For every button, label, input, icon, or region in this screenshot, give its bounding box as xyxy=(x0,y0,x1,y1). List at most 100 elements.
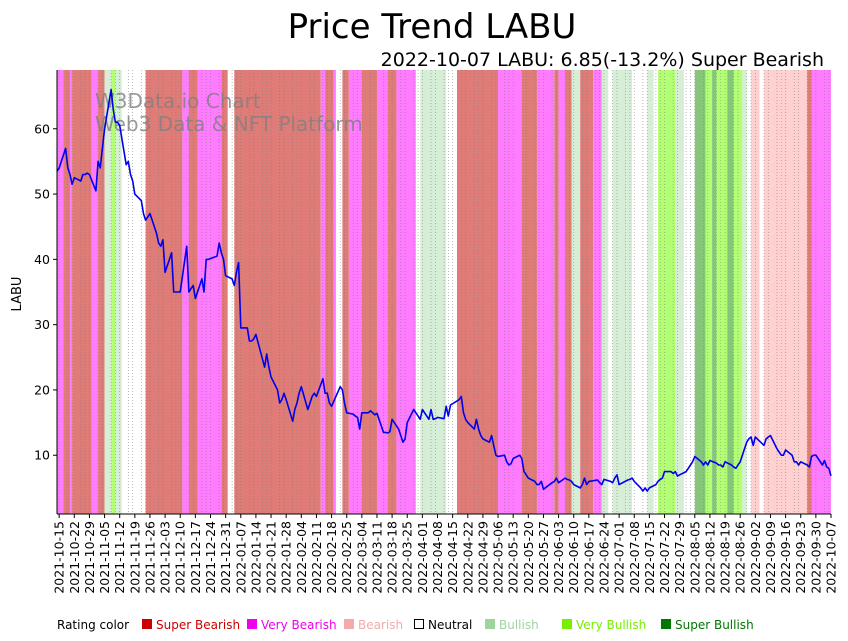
legend-swatch xyxy=(344,619,354,629)
legend-swatch xyxy=(142,619,152,629)
rating-band xyxy=(521,70,537,514)
rating-band xyxy=(694,70,706,514)
x-tick-label: 2021-10-22 xyxy=(67,521,82,594)
legend-label: Very Bullish xyxy=(576,618,646,632)
x-tick-label: 2022-02-04 xyxy=(294,521,309,594)
rating-band xyxy=(565,70,572,514)
rating-band xyxy=(333,70,336,514)
x-tick-label: 2021-10-29 xyxy=(82,521,97,594)
rating-band xyxy=(647,70,654,514)
x-tick-label: 2022-03-11 xyxy=(370,521,385,594)
rating-band xyxy=(536,70,555,514)
x-tick-label: 2022-04-01 xyxy=(415,521,430,594)
chart-title: Price Trend LABU xyxy=(288,7,577,47)
rating-band xyxy=(446,70,453,514)
x-tick-label: 2022-09-16 xyxy=(778,521,793,594)
x-tick-label: 2022-04-29 xyxy=(475,521,490,594)
rating-band xyxy=(72,70,92,514)
x-tick-label: 2022-05-13 xyxy=(506,521,521,594)
x-tick-label: 2021-12-03 xyxy=(158,521,173,594)
x-axis-ticks: 2021-10-15 2021-10-22 2021-10-29 2021-11-05… xyxy=(52,514,839,594)
legend-label: Bullish xyxy=(499,618,539,632)
rating-band xyxy=(420,70,423,514)
y-axis-label: LABU xyxy=(10,277,25,312)
x-tick-label: 2022-09-09 xyxy=(763,521,778,594)
rating-band xyxy=(763,70,782,514)
x-tick-label: 2022-05-20 xyxy=(521,521,536,594)
x-tick-label: 2021-11-05 xyxy=(97,521,112,594)
rating-band xyxy=(632,70,648,514)
rating-band xyxy=(608,70,613,514)
legend-swatch xyxy=(247,619,257,629)
watermark-line-1: W3Data.io Chart xyxy=(95,89,261,113)
x-tick-label: 2022-01-14 xyxy=(248,521,263,594)
watermark: W3Data.io Chart Web3 Data & NFT Platform xyxy=(95,89,363,136)
rating-band xyxy=(422,70,447,514)
chart-subtitle: 2022-10-07 LABU: 6.85(-13.2%) Super Bear… xyxy=(381,49,824,71)
rating-band xyxy=(675,70,684,514)
x-tick-label: 2021-12-17 xyxy=(188,521,203,594)
x-tick-label: 2022-10-07 xyxy=(824,521,839,594)
x-tick-label: 2022-03-04 xyxy=(354,521,369,594)
rating-band xyxy=(104,70,112,514)
x-tick-label: 2022-04-08 xyxy=(430,521,445,594)
price-line xyxy=(56,88,832,492)
x-tick-label: 2021-11-12 xyxy=(112,521,127,594)
rating-band xyxy=(396,70,416,514)
watermark-line-2: Web3 Data & NFT Platform xyxy=(95,112,363,136)
x-tick-label: 2022-02-25 xyxy=(339,521,354,594)
rating-band xyxy=(361,70,377,514)
x-tick-label: 2022-05-27 xyxy=(536,521,551,594)
x-tick-label: 2022-08-12 xyxy=(702,521,717,594)
x-tick-label: 2021-11-26 xyxy=(143,521,158,594)
rating-band xyxy=(807,70,812,514)
rating-band xyxy=(227,70,233,514)
rating-band xyxy=(376,70,388,514)
rating-band xyxy=(111,70,116,514)
rating-legend: Rating color Super Bearish Very Bearish Be… xyxy=(57,618,754,632)
x-tick-label: 2022-04-22 xyxy=(460,521,475,594)
rating-band xyxy=(571,70,581,514)
rating-band xyxy=(91,70,99,514)
x-tick-label: 2021-12-24 xyxy=(203,521,218,594)
rating-band xyxy=(498,70,522,514)
rating-band xyxy=(63,70,70,514)
x-tick-label: 2022-04-15 xyxy=(445,521,460,594)
rating-band xyxy=(688,70,695,514)
x-tick-label: 2021-10-15 xyxy=(52,521,67,594)
rating-band xyxy=(712,70,717,514)
rating-band xyxy=(759,70,764,514)
x-tick-label: 2021-12-10 xyxy=(173,521,188,594)
x-tick-label: 2022-06-17 xyxy=(581,521,596,594)
x-tick-label: 2022-01-28 xyxy=(279,521,294,594)
rating-band xyxy=(57,70,64,514)
x-tick-label: 2022-07-29 xyxy=(672,521,687,594)
legend-label: Bearish xyxy=(358,618,403,632)
x-tick-label: 2022-07-15 xyxy=(642,521,657,594)
y-tick-label: 40 xyxy=(34,252,50,267)
rating-band xyxy=(811,70,831,514)
legend-label: Super Bullish xyxy=(675,618,754,632)
rating-band xyxy=(348,70,362,514)
rating-band xyxy=(742,70,747,514)
x-tick-label: 2022-06-03 xyxy=(551,521,566,594)
rating-band xyxy=(558,70,566,514)
y-tick-label: 60 xyxy=(34,121,50,136)
legend-label: Very Bearish xyxy=(261,618,337,632)
rating-band xyxy=(221,70,228,514)
rating-band xyxy=(182,70,189,514)
legend-title: Rating color xyxy=(57,618,129,632)
x-tick-label: 2022-06-24 xyxy=(597,521,612,594)
x-grid-lines xyxy=(58,70,830,514)
x-tick-label: 2022-01-21 xyxy=(264,521,279,594)
x-tick-label: 2021-12-31 xyxy=(218,521,233,594)
x-tick-label: 2022-09-02 xyxy=(748,521,763,594)
axes xyxy=(56,70,831,515)
x-tick-label: 2022-05-06 xyxy=(491,521,506,594)
rating-band xyxy=(727,70,734,514)
x-tick-label: 2021-11-19 xyxy=(127,521,142,594)
x-tick-label: 2022-03-18 xyxy=(385,521,400,594)
x-tick-label: 2022-03-25 xyxy=(400,521,415,594)
legend-swatch xyxy=(414,619,424,629)
legend-label: Super Bearish xyxy=(156,618,240,632)
